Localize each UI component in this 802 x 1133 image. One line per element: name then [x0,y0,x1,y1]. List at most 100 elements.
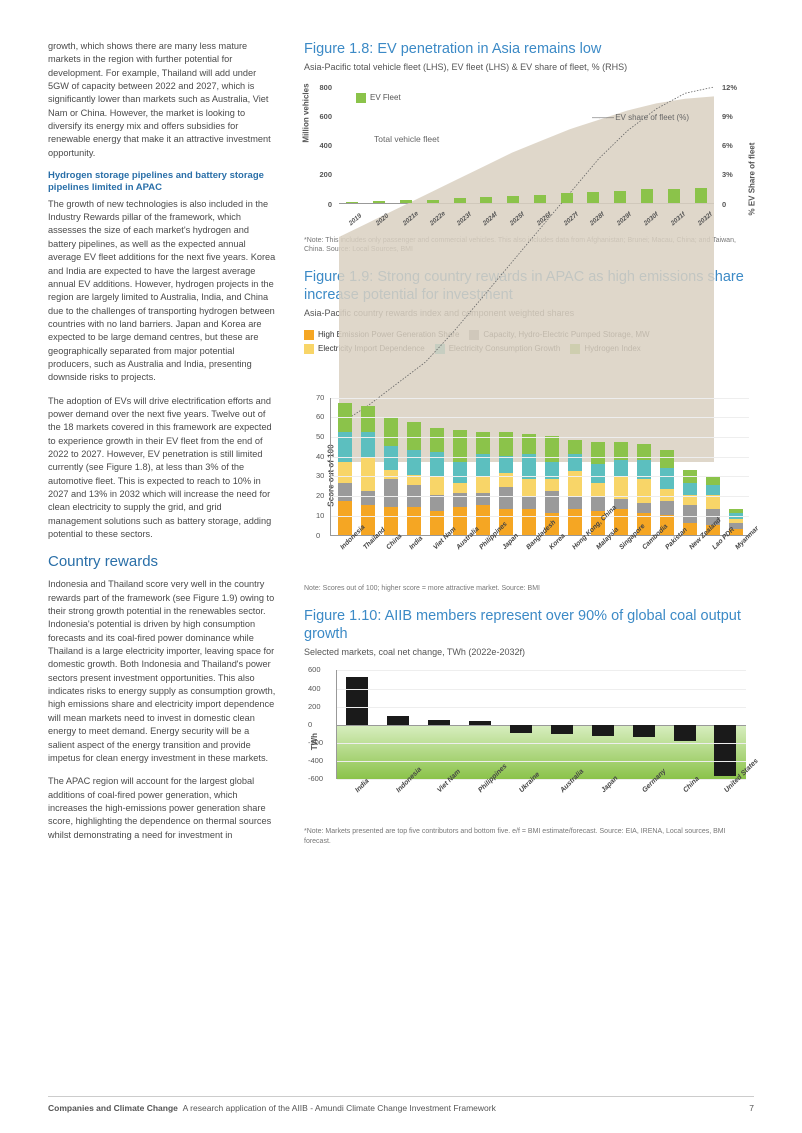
fig8-bar [695,188,707,203]
fig9-bar-segment [338,501,352,535]
fig9-bar-segment [453,462,467,484]
fig9-bar-segment [407,507,421,535]
fig8-bar [454,198,466,202]
fig9-y-tick: 20 [316,491,324,502]
fig10-x-label: Philippines [476,782,511,817]
fig8-bar [427,200,439,203]
fig8-y-right-tick: 12% [722,83,737,94]
fig8-legend-ev: EV Fleet [356,92,401,103]
fig9-bar-segment [591,442,605,464]
fig10-bar [469,721,491,725]
fig10-y-tick: -600 [308,774,323,785]
fig10-y-tick: -400 [308,756,323,767]
fig10-x-label: China [681,782,716,817]
footer-title: Companies and Climate Change [48,1103,178,1113]
fig9-bar-stack [407,422,421,534]
fig8-annotation-share: ——— EV share of fleet (%) [592,112,689,123]
fig8-bar [534,195,546,203]
fig10-x-label: Ukraine [517,782,552,817]
fig9-bar-segment [706,485,720,495]
subhead-hydrogen: Hydrogen storage pipelines and battery s… [48,170,276,195]
fig9-bar-segment [453,483,467,493]
fig9-bar-segment [568,509,582,535]
fig10-x-label: Germany [640,782,675,817]
fig10-bar [428,720,450,725]
fig10-y-tick: 200 [308,702,321,713]
fig9-y-tick: 0 [316,530,320,541]
fig9-bar-segment [522,497,536,509]
fig9-bar-segment [568,440,582,454]
page-number: 7 [749,1103,754,1115]
fig9-bar-segment [706,477,720,485]
fig9-bar-stack [683,470,697,535]
fig9-bar-segment [568,497,582,509]
fig9-bar-segment [430,495,444,511]
fig10-x-label: India [353,782,388,817]
body-p1: growth, which shows there are many less … [48,40,276,160]
fig9-chart: Score out of 100 010203040506070 Indones… [304,363,754,578]
fig9-bar-segment [660,468,674,490]
fig9-bar-segment [384,470,398,480]
fig9-bar-segment [591,497,605,511]
fig8-bar [668,189,680,203]
fig10-x-label: Indonesia [394,782,429,817]
body-p3: The adoption of EVs will drive electrifi… [48,395,276,542]
fig9-y-tick: 40 [316,451,324,462]
fig9-y-tick: 10 [316,511,324,522]
fig10-bar [714,725,736,776]
fig9-y-tick: 60 [316,412,324,423]
fig9-bar-segment [384,479,398,507]
fig9-y-tick: 50 [316,432,324,443]
fig10-bar [592,725,614,736]
fig9-bar-segment [476,477,490,493]
fig10-bar [510,725,532,733]
fig9-note: Note: Scores out of 100; higher score = … [304,584,754,593]
fig8-bar [480,197,492,203]
fig10-y-tick: 600 [308,665,321,676]
footer-subtitle: A research application of the AIIB - Amu… [183,1103,496,1113]
fig9-bar-segment [522,509,536,535]
fig9-bar-segment [384,418,398,446]
fig9-bar-segment [361,458,375,492]
fig8-bar [346,202,358,203]
fig9-bar-segment [545,479,559,491]
fig9-bar-segment [430,511,444,535]
fig10-bar [346,677,368,725]
fig9-bar-segment [568,471,582,497]
fig9-bar-segment [591,464,605,484]
fig9-bar-segment [591,483,605,497]
fig9-bar-segment [683,505,697,523]
fig8-y-left-tick: 600 [319,112,332,123]
fig8-bar [507,196,519,203]
fig9-bar-segment [660,450,674,468]
fig9-bar-segment [545,436,559,462]
fig8-chart: Million vehicles % EV Share of fleet 020… [304,82,754,232]
fig9-bar-segment [430,428,444,452]
fig8-y-left-tick: 400 [319,141,332,152]
fig9-bar-stack [476,432,490,534]
fig9-bar-segment [499,456,513,474]
body-p4: Indonesia and Thailand score very well i… [48,578,276,765]
fig9-bar-segment [430,477,444,495]
fig9-bar-segment [637,479,651,503]
fig9-bar-stack [499,432,513,534]
fig9-bar-segment [499,432,513,456]
fig10-bar [633,725,655,737]
fig9-bar-segment [430,452,444,478]
fig8-subtitle: Asia-Pacific total vehicle fleet (LHS), … [304,61,754,74]
fig10-y-tick: 400 [308,683,321,694]
page-footer: Companies and Climate Change A research … [48,1096,754,1115]
fig9-bar-segment [660,501,674,515]
fig9-bar-stack [338,403,352,535]
fig10-y-tick: -200 [308,738,323,749]
fig8-bar [400,200,412,202]
fig10-note: *Note: Markets presented are top five co… [304,827,754,845]
fig8-bar [561,193,573,203]
body-p5: The APAC region will account for the lar… [48,775,276,842]
fig9-bar-stack [430,428,444,534]
fig9-bar-segment [384,446,398,470]
fig8-y-left-tick: 800 [319,83,332,94]
fig10-chart: TWh -600-400-2000200400600 IndiaIndonesi… [304,666,754,821]
fig8-bar [614,191,626,203]
fig10-bar [674,725,696,741]
